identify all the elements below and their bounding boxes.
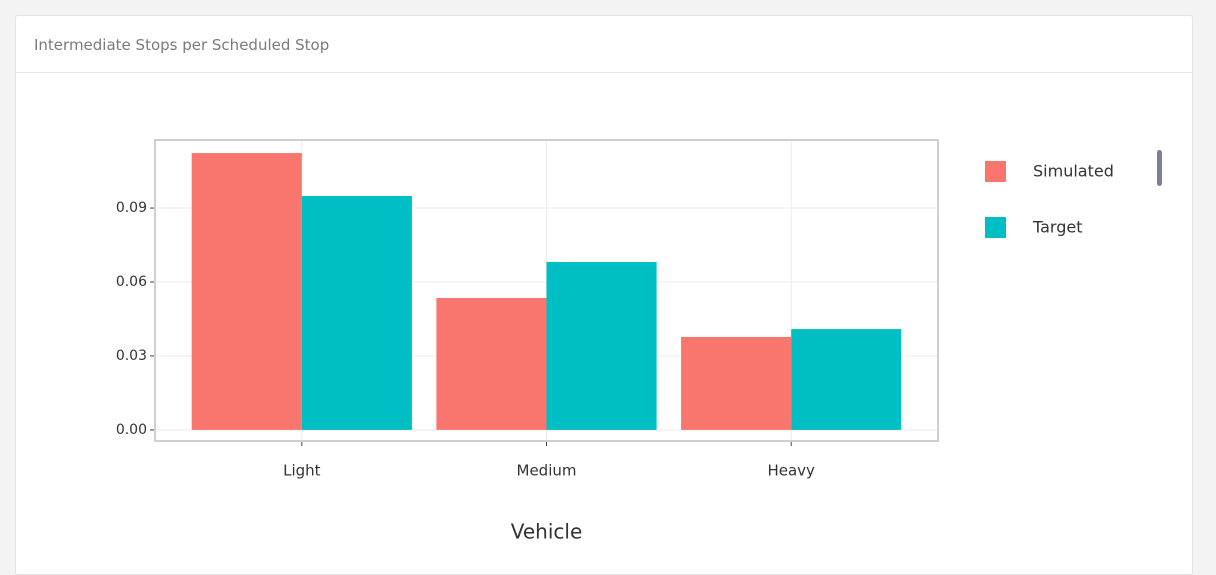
legend-label: Simulated bbox=[1033, 162, 1114, 181]
bar bbox=[791, 329, 902, 430]
legend-label: Target bbox=[1032, 218, 1083, 237]
x-tick-label: Light bbox=[283, 462, 321, 480]
panel-divider bbox=[16, 72, 1192, 73]
y-axis-title: Intermediate Stops/Scheduled St bbox=[57, 235, 81, 565]
scrollbar bbox=[1157, 150, 1162, 186]
x-tick-label: Medium bbox=[517, 462, 577, 480]
legend-swatch bbox=[985, 161, 1006, 182]
x-axis-title: Vehicle bbox=[511, 520, 583, 544]
legend-swatch bbox=[985, 217, 1006, 238]
y-tick-label: 0.09 bbox=[116, 200, 147, 216]
panel-title: Intermediate Stops per Scheduled Stop bbox=[34, 36, 330, 54]
y-tick-label: 0.00 bbox=[116, 422, 147, 438]
y-tick-label: 0.06 bbox=[116, 274, 147, 290]
plot-border bbox=[154, 139, 939, 442]
bar bbox=[546, 262, 657, 430]
y-tick-label: 0.03 bbox=[116, 348, 147, 364]
bar bbox=[301, 195, 412, 430]
x-tick-label: Heavy bbox=[767, 462, 815, 480]
bar bbox=[191, 153, 302, 430]
bar bbox=[436, 298, 547, 430]
bar bbox=[681, 336, 792, 430]
